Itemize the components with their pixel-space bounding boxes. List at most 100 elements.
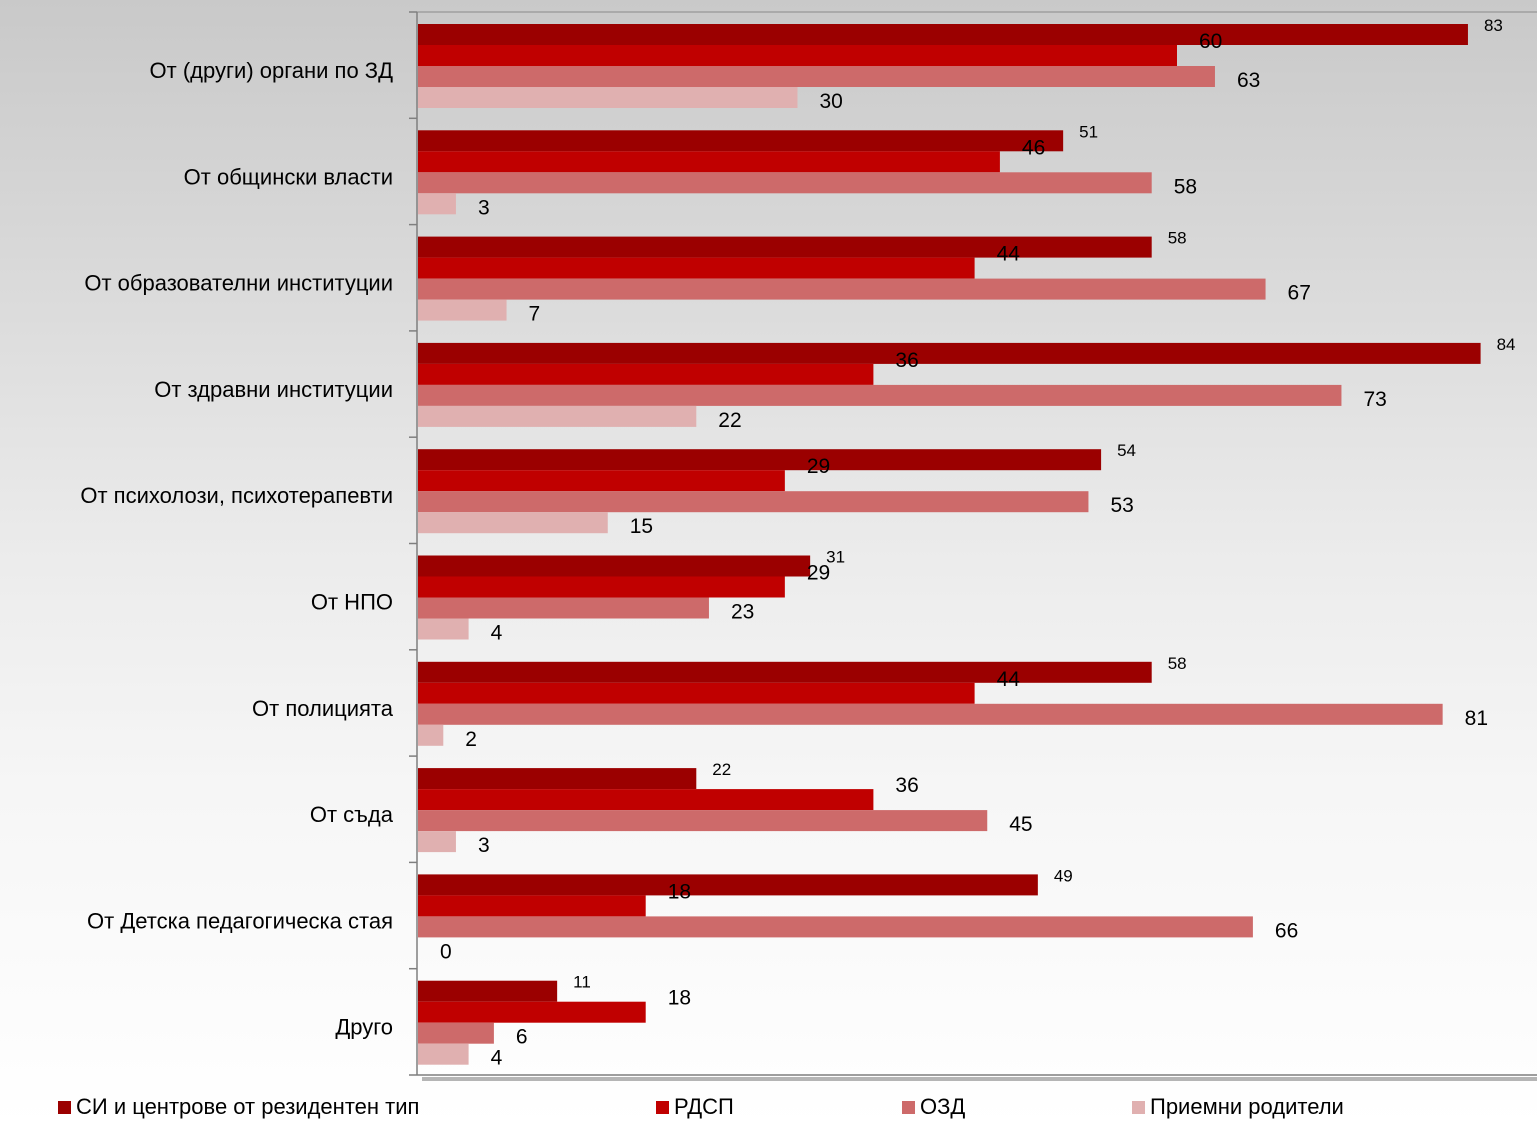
data-label: 63: [1237, 69, 1260, 92]
legend-label: ОЗД: [920, 1094, 966, 1119]
data-label: 66: [1275, 919, 1298, 942]
data-label: 31: [826, 548, 845, 567]
bar: [418, 172, 1152, 194]
bar: [418, 87, 798, 108]
category-label: От психолози, психотерапевти: [80, 483, 393, 508]
legend-label: СИ и центрове от резидентен тип: [76, 1094, 420, 1119]
data-label: 36: [895, 349, 918, 372]
bar: [418, 555, 811, 577]
data-label: 22: [712, 760, 731, 779]
data-label: 3: [478, 834, 490, 857]
bar: [418, 810, 988, 832]
bar: [418, 874, 1038, 896]
data-label: 58: [1174, 175, 1197, 198]
data-label: 0: [440, 940, 452, 963]
legend-label: Приемни родители: [1150, 1094, 1344, 1119]
chart-legend: СИ и центрове от резидентен тип РДСП ОЗД Пр…: [0, 1094, 1537, 1126]
bar: [418, 618, 469, 640]
data-label: 15: [630, 515, 653, 538]
bar: [418, 597, 709, 619]
data-label: 73: [1363, 388, 1386, 411]
data-label: 4: [491, 622, 503, 645]
data-label: 7: [529, 303, 541, 326]
data-label: 54: [1117, 441, 1136, 460]
legend-item: ОЗД: [902, 1094, 965, 1120]
data-label: 18: [668, 987, 691, 1010]
bar: [418, 151, 1000, 173]
bar: [418, 768, 697, 790]
bar: [418, 470, 785, 492]
data-label: 44: [997, 668, 1021, 691]
data-label: 83: [1484, 16, 1503, 35]
bar: [418, 831, 456, 853]
data-label: 44: [997, 243, 1021, 266]
bar: [418, 682, 975, 704]
bar: [418, 1001, 646, 1023]
data-label: 36: [895, 774, 918, 797]
bar: [418, 789, 874, 811]
data-label: 18: [668, 880, 691, 903]
bar: [418, 895, 646, 917]
data-label: 2: [465, 728, 477, 751]
bar: [418, 278, 1266, 300]
data-label: 58: [1168, 229, 1187, 248]
category-label: От общински власти: [184, 164, 393, 189]
legend-item: СИ и центрове от резидентен тип: [58, 1094, 419, 1120]
bar: [418, 257, 975, 279]
data-label: 6: [516, 1026, 528, 1049]
bar: [418, 1043, 469, 1065]
bar: [418, 724, 444, 746]
bar: [418, 384, 1342, 406]
data-label: 53: [1110, 494, 1133, 517]
data-label: 58: [1168, 654, 1187, 673]
bar: [418, 24, 1468, 45]
category-label: От НПО: [311, 590, 393, 615]
category-label: Друго: [335, 1015, 393, 1040]
category-label: От (други) органи по ЗД: [150, 58, 394, 83]
bar: [418, 916, 1253, 938]
bar: [418, 1022, 494, 1044]
data-label: 81: [1465, 707, 1488, 730]
bar: [418, 45, 1177, 66]
bar: [418, 703, 1443, 725]
data-label: 4: [491, 1047, 503, 1070]
data-label: 29: [807, 455, 830, 478]
data-label: 51: [1079, 122, 1098, 141]
legend-swatch: [1132, 1100, 1145, 1114]
bar: [418, 66, 1215, 87]
bar: [418, 980, 558, 1002]
legend-swatch: [902, 1100, 915, 1114]
data-label: 29: [807, 562, 830, 585]
legend-item: РДСП: [656, 1094, 734, 1120]
category-label: От Детска педагогическа стая: [87, 908, 393, 933]
legend-swatch: [58, 1100, 71, 1114]
bar: [418, 363, 874, 385]
bar: [418, 342, 1481, 364]
bar: [418, 236, 1152, 258]
category-label: От образователни институции: [84, 271, 393, 296]
bar: [418, 130, 1064, 152]
bar: [418, 405, 697, 427]
data-label: 23: [731, 601, 754, 624]
bar: [418, 661, 1152, 683]
data-label: 84: [1497, 335, 1516, 354]
data-label: 3: [478, 196, 490, 219]
bar: [418, 512, 608, 534]
category-label: От съда: [310, 802, 394, 827]
data-label: 11: [573, 973, 591, 992]
bar: [418, 449, 1102, 471]
legend-item: Приемни родители: [1132, 1094, 1344, 1120]
category-label: От полицията: [252, 696, 394, 721]
data-label: 22: [718, 409, 741, 432]
bar: [418, 491, 1089, 513]
category-label: От здравни институции: [154, 377, 393, 402]
legend-swatch: [656, 1100, 669, 1114]
data-label: 45: [1009, 813, 1032, 836]
bar: [418, 299, 507, 321]
bar: [418, 576, 785, 598]
data-label: 60: [1199, 30, 1222, 53]
data-label: 67: [1288, 282, 1311, 305]
data-label: 30: [820, 90, 843, 113]
data-label: 46: [1022, 136, 1045, 159]
